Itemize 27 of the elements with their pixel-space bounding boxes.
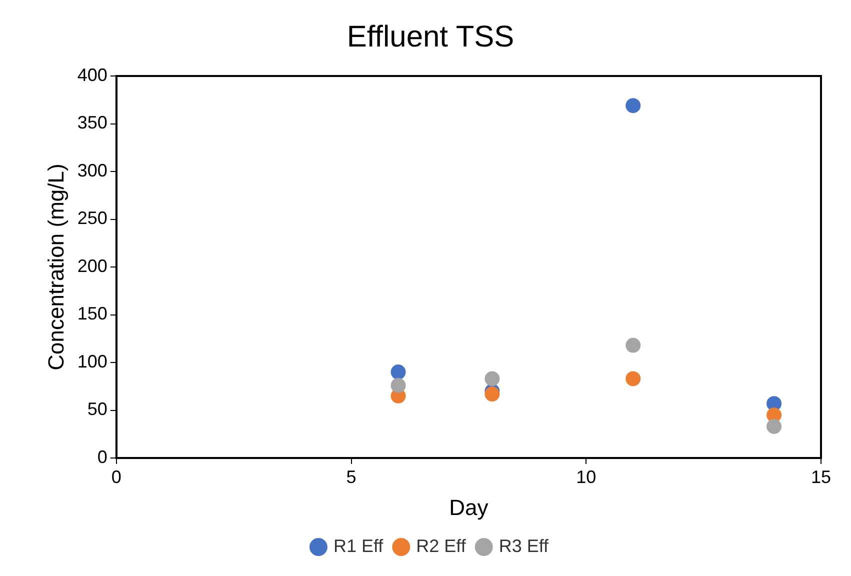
- x-axis-title: Day: [449, 494, 488, 520]
- y-tick-label: 0: [97, 446, 108, 467]
- point: [390, 378, 406, 393]
- x-tick-label: 15: [810, 466, 832, 487]
- point: [484, 386, 500, 402]
- y-tick-label: 150: [77, 304, 108, 324]
- chart-title: Effluent TSS: [346, 20, 514, 54]
- y-tick-label: 400: [77, 64, 108, 85]
- y-tick-label: 250: [77, 208, 108, 228]
- y-tick-label: 300: [77, 160, 108, 180]
- y-axis-title: Concentration (mg/L): [43, 164, 68, 370]
- point: [626, 98, 641, 114]
- point: [626, 338, 641, 353]
- x-tick-label: 10: [576, 466, 596, 487]
- x-tick-label: 5: [346, 466, 356, 487]
- legend-label: R2 Eff: [416, 536, 467, 556]
- y-tick-label: 200: [77, 256, 108, 276]
- legend-label: R1 Eff: [333, 536, 384, 556]
- point: [484, 371, 500, 386]
- point: [390, 364, 406, 380]
- point: [626, 371, 641, 386]
- point: [766, 418, 782, 434]
- y-tick-label: 50: [87, 399, 108, 420]
- legend-label: R3 Eff: [498, 536, 550, 556]
- x-tick-label: 0: [111, 466, 122, 487]
- y-tick-label: 350: [77, 112, 108, 133]
- y-tick-label: 100: [77, 351, 108, 372]
